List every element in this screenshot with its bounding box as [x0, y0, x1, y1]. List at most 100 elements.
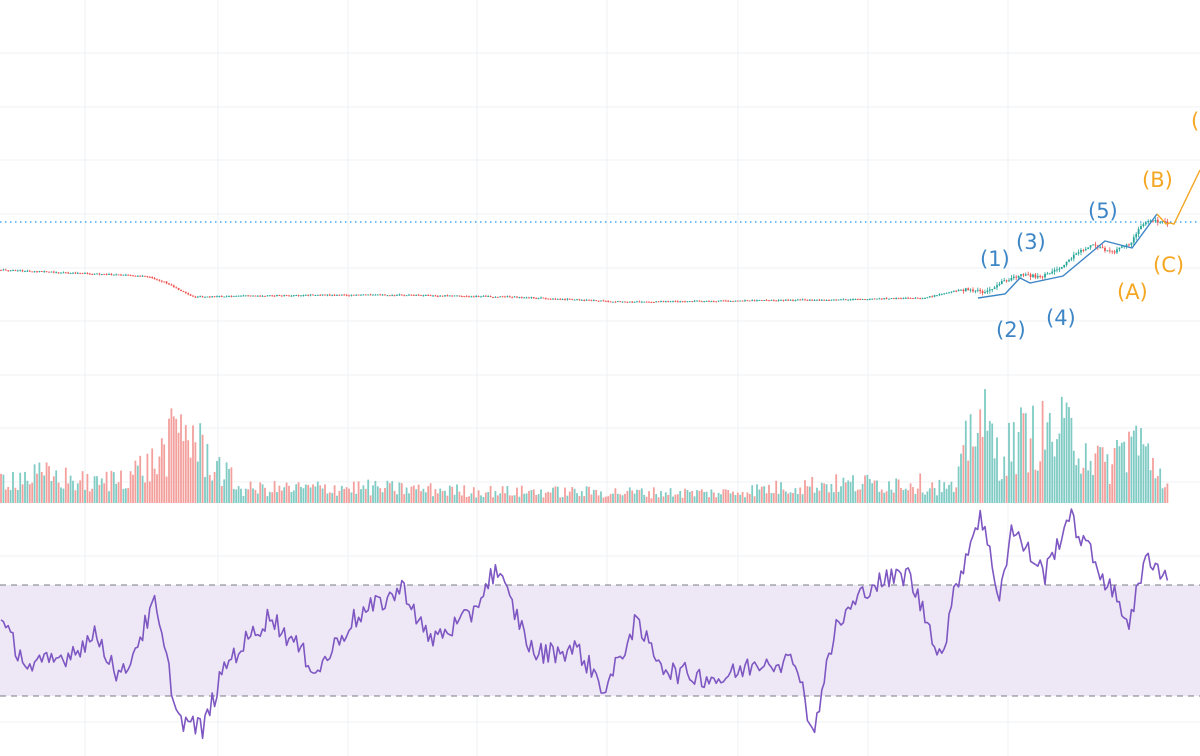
candle-body	[518, 296, 521, 298]
wave-label-2: (2)	[996, 318, 1026, 342]
candle-body	[484, 295, 487, 297]
volume-bar	[1149, 470, 1152, 503]
candle-body	[266, 295, 269, 297]
candle-body	[619, 301, 622, 303]
candle-body	[768, 300, 770, 302]
volume-bar	[667, 494, 670, 503]
volume-bar	[852, 475, 854, 503]
volume-bar	[381, 492, 384, 503]
volume-bar	[532, 489, 535, 503]
candle-body	[19, 270, 22, 272]
volume-bar	[7, 486, 10, 503]
volume-bar	[739, 494, 742, 503]
corrective-wave-path	[1156, 169, 1200, 225]
volume-bar	[218, 457, 221, 503]
volume-bar	[938, 479, 941, 503]
volume-bar	[484, 492, 487, 503]
volume-bar	[151, 448, 154, 503]
candle-body	[376, 294, 379, 296]
candle-body	[897, 298, 900, 300]
volume-bar	[1034, 469, 1037, 503]
volume-bar	[643, 494, 646, 503]
volume-bar	[861, 483, 864, 503]
candle-body	[386, 295, 389, 297]
candle-body	[429, 295, 432, 297]
candle-body	[184, 291, 187, 294]
candle-body	[196, 296, 199, 298]
volume-bar	[660, 491, 662, 503]
volume-bar	[81, 471, 84, 503]
volume-bar	[144, 482, 146, 503]
volume-bar	[103, 483, 106, 503]
volume-bar	[816, 487, 818, 503]
volume-bar	[1020, 407, 1022, 503]
candle-body	[343, 294, 346, 296]
volume-bar	[74, 490, 77, 503]
volume-bar	[129, 471, 132, 503]
volume-bar	[350, 492, 353, 503]
volume-bar	[50, 481, 53, 503]
volume-bar	[1048, 412, 1051, 503]
volume-bar	[564, 487, 566, 503]
candle-body	[38, 271, 41, 272]
volume-bar	[321, 488, 324, 503]
candle-body	[427, 295, 430, 296]
volume-bar	[895, 478, 898, 503]
volume-bar	[792, 493, 794, 503]
volume-bar	[554, 486, 557, 503]
volume-bar	[909, 483, 912, 503]
volume-bar	[955, 487, 958, 503]
candle-body	[727, 300, 730, 302]
volume-bar	[729, 493, 732, 503]
volume-bar	[328, 492, 331, 503]
volume-bar	[225, 462, 228, 503]
candle-body	[876, 298, 878, 300]
candle-body	[868, 299, 871, 300]
candle-body	[146, 276, 149, 278]
volume-bar	[316, 481, 319, 503]
volume-bar	[595, 489, 598, 503]
volume-bar	[211, 480, 214, 503]
volume-bar	[127, 488, 130, 503]
candle-body	[686, 301, 689, 303]
volume-bar	[470, 493, 473, 503]
volume-bar	[19, 472, 22, 503]
candle-body	[199, 296, 202, 298]
candle-body	[76, 272, 79, 274]
volume-bar	[1058, 433, 1061, 503]
candle-body	[84, 272, 86, 274]
candle-body	[811, 299, 814, 301]
candle-body	[276, 295, 278, 297]
candle-body	[223, 296, 226, 298]
volume-bar	[763, 486, 766, 503]
candle-body	[367, 294, 370, 296]
volume-bar	[220, 485, 223, 503]
volume-bar	[1144, 446, 1147, 503]
candle-body	[475, 296, 478, 297]
candle-body	[1149, 220, 1152, 222]
volume-bar	[1118, 446, 1121, 503]
candle-body	[1005, 280, 1008, 282]
volume-bar	[540, 489, 542, 503]
candle-body	[220, 296, 223, 297]
candle-body	[1120, 246, 1123, 248]
candle-body	[52, 271, 55, 273]
volume-bar	[698, 490, 701, 503]
candle-body	[763, 300, 766, 301]
volume-bar	[230, 467, 233, 503]
volume-bar	[338, 490, 341, 503]
candle-body	[264, 295, 266, 297]
candle-body	[916, 297, 919, 299]
volume-bar	[352, 481, 355, 503]
candle-body	[261, 295, 264, 297]
volume-bar	[1099, 447, 1102, 503]
candle-body	[62, 272, 65, 274]
volume-bar	[991, 423, 994, 503]
candle-body	[1029, 274, 1032, 277]
candle-body	[988, 289, 991, 291]
volume-bar	[192, 425, 194, 503]
candle-body	[890, 298, 893, 300]
volume-bar	[480, 495, 482, 503]
volume-bar	[969, 414, 972, 503]
candle-body	[1104, 247, 1106, 251]
